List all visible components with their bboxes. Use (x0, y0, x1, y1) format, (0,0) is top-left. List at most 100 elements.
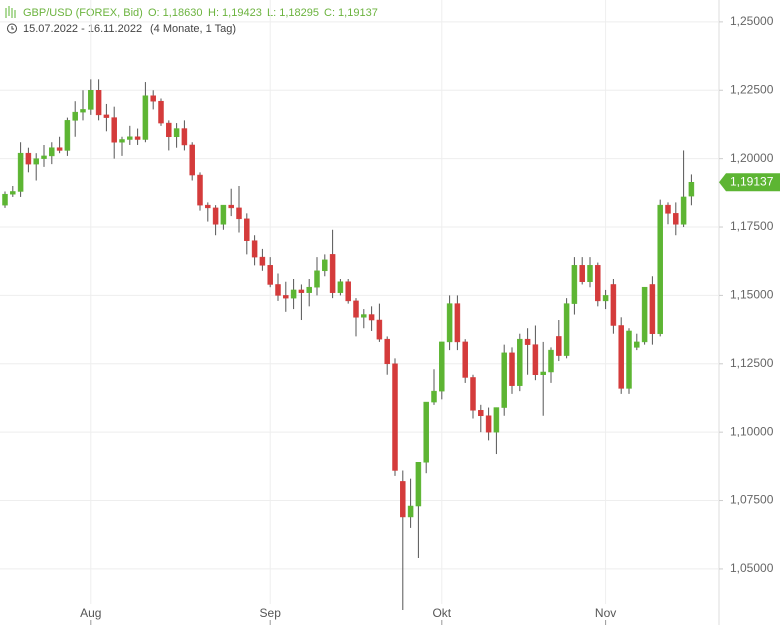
y-tick-label: 1,05000 (730, 561, 774, 575)
candle-body (431, 390, 437, 403)
candle-body (618, 325, 624, 389)
clock-icon (7, 23, 17, 34)
candle-body (462, 341, 468, 378)
quote: C: 1,19137 (324, 7, 378, 19)
candle-body (134, 136, 141, 140)
candle-body (657, 204, 663, 334)
candle-body (641, 286, 648, 343)
candle-body (501, 352, 507, 408)
candle-body (197, 174, 203, 206)
quote: H: 1,19423 (208, 7, 262, 19)
candle-body (579, 265, 585, 282)
header-icon (5, 6, 16, 18)
candle-body (485, 415, 492, 433)
candle-body (322, 259, 328, 272)
candle-body (88, 90, 94, 110)
candle-body (571, 265, 578, 304)
candle-body (290, 289, 297, 299)
chart-title: GBP/USD (FOREX, Bid) (23, 7, 143, 19)
candle-body (150, 95, 156, 102)
candle-body (400, 481, 406, 518)
candle-body (33, 158, 39, 165)
candle-body (80, 109, 86, 113)
candle-body (119, 139, 125, 143)
candle-body (236, 207, 242, 220)
candle-body (376, 319, 383, 340)
candle-body (634, 341, 640, 348)
candle-body (454, 303, 461, 343)
candle-body (181, 128, 188, 146)
candle-body (64, 120, 71, 151)
candle-body (10, 191, 16, 195)
candle-body (345, 281, 351, 302)
quote: L: 1,18295 (267, 7, 319, 19)
candle-body (673, 213, 679, 225)
candle-body (166, 122, 172, 138)
candle-body (212, 207, 219, 225)
y-tick-label: 1,22500 (730, 82, 774, 96)
candle-body (470, 377, 476, 411)
candle-body (2, 193, 8, 206)
candle-body (680, 196, 687, 225)
candle-body (142, 95, 149, 140)
candle-body (540, 371, 546, 375)
last-price-label: 1,19137 (730, 174, 774, 188)
candle-body (665, 204, 671, 214)
candle-body (446, 303, 453, 343)
period-note: (4 Monate, 1 Tag) (150, 23, 236, 35)
candle-body (189, 144, 195, 176)
candle-body (337, 281, 344, 293)
candle-body (423, 401, 429, 463)
candle-body (25, 152, 32, 165)
candle-body (563, 303, 570, 356)
candle-body (415, 462, 422, 507)
candle-body (329, 254, 336, 293)
candle-body (158, 100, 164, 124)
candle-body (602, 295, 609, 302)
candle-body (228, 204, 234, 209)
candle-body (532, 344, 539, 375)
candle-body (251, 240, 258, 258)
candle-body (548, 349, 554, 373)
candle-body (556, 336, 562, 356)
x-tick-label: Okt (432, 606, 451, 620)
y-tick-label: 1,25000 (730, 14, 774, 28)
candle-body (368, 314, 375, 321)
candle-body (649, 284, 656, 334)
candle-body (688, 181, 695, 197)
x-tick-label: Nov (595, 606, 616, 620)
candle-body (509, 352, 515, 386)
candle-body (517, 338, 523, 386)
candle-body (56, 147, 63, 151)
candle-body (306, 286, 312, 293)
candle-body (173, 128, 180, 138)
x-tick-label: Sep (260, 606, 282, 620)
candle-body (220, 204, 227, 225)
candle-body (353, 300, 359, 318)
candle-body (103, 114, 110, 118)
x-tick-label: Aug (80, 606, 101, 620)
candle-body (392, 363, 398, 471)
candle-body (595, 265, 601, 302)
candle-body (524, 338, 531, 345)
candle-body (49, 147, 55, 157)
candle-body (244, 218, 250, 241)
quote: O: 1,18630 (148, 7, 202, 19)
candle-body (587, 265, 593, 282)
candle-body (439, 341, 445, 392)
candle-body (478, 410, 484, 417)
y-tick-label: 1,15000 (730, 288, 774, 302)
last-price-badge (719, 173, 780, 192)
candle-body (275, 284, 281, 296)
y-tick-label: 1,20000 (730, 151, 774, 165)
y-tick-label: 1,17500 (730, 219, 774, 233)
candle-body (626, 330, 632, 389)
candle-body (314, 270, 320, 288)
grid (0, 0, 719, 604)
candle-body (111, 117, 117, 143)
candle-body (610, 284, 617, 326)
period: 15.07.2022 - 16.11.2022 (23, 23, 142, 35)
candle-body (361, 314, 367, 318)
candle-body (17, 152, 24, 192)
